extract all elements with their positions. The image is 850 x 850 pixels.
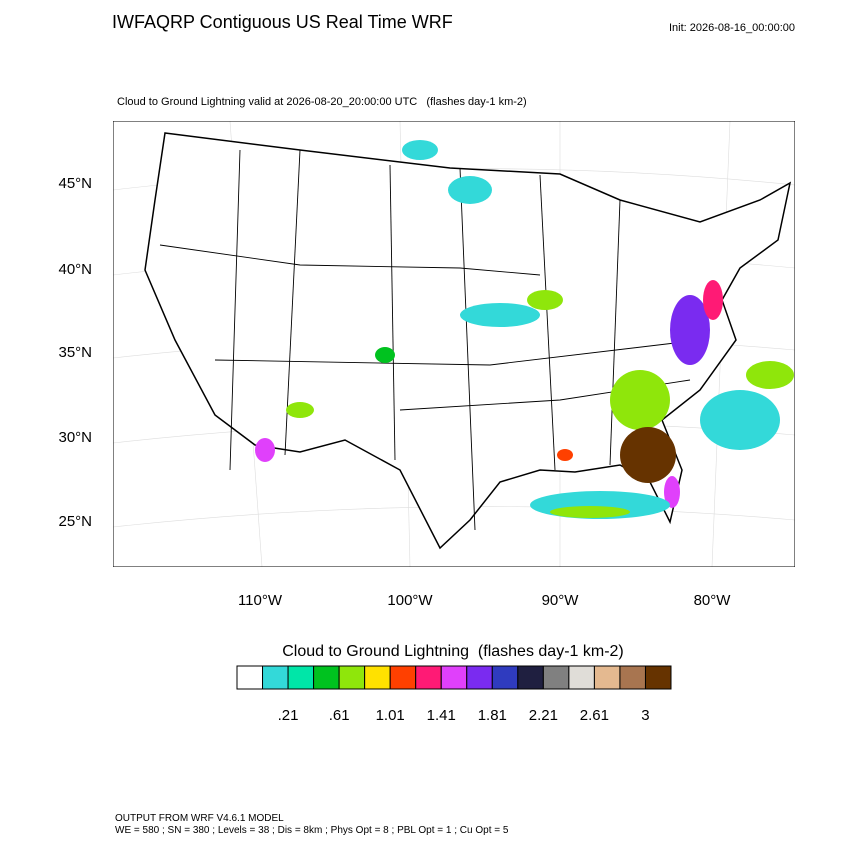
colorbar-label: .61: [329, 707, 350, 724]
colorbar-label: 1.81: [478, 707, 507, 724]
lon-label: 80°W: [694, 592, 732, 609]
colorbar-swatch: [619, 665, 646, 690]
colorbar-label: 1.41: [427, 707, 456, 724]
lon-label: 100°W: [387, 592, 433, 609]
colorbar-label: 1.01: [376, 707, 405, 724]
colorbar-label: 3: [641, 707, 649, 724]
colorbar-swatch: [287, 665, 315, 690]
map-area: [113, 121, 795, 567]
colorbar-swatch: [364, 665, 391, 690]
colorbar-label: .21: [278, 707, 299, 724]
colorbar-swatch: [415, 665, 442, 690]
colorbar-label: 2.21: [529, 707, 558, 724]
footer-line: WE = 580 ; SN = 380 ; Levels = 38 ; Dis …: [115, 825, 509, 836]
colorbar-swatch: [440, 665, 468, 690]
colorbar-swatch: [593, 665, 621, 690]
colorbar-swatch: [568, 665, 595, 690]
colorbar-swatch: [389, 665, 417, 690]
lon-label: 110°W: [238, 592, 283, 609]
lat-label: 35°N: [58, 344, 92, 361]
colorbar-swatch: [491, 665, 519, 690]
lat-label: 30°N: [58, 429, 92, 446]
colorbar-swatch: [262, 665, 289, 690]
colorbar-swatch: [338, 665, 366, 690]
colorbar-label: 2.61: [580, 707, 609, 724]
lat-label: 45°N: [58, 175, 92, 192]
footer-line: OUTPUT FROM WRF V4.6.1 MODEL: [115, 813, 284, 824]
map-subtitle: Cloud to Ground Lightning valid at 2026-…: [117, 96, 527, 108]
colorbar-swatch: [517, 665, 544, 690]
lat-label: 40°N: [58, 261, 92, 278]
colorbar-title: Cloud to Ground Lightning (flashes day-1…: [282, 643, 624, 660]
lon-label: 90°W: [542, 592, 580, 609]
colorbar-swatch: [236, 665, 264, 690]
colorbar-swatch: [644, 665, 672, 690]
lat-label: 25°N: [58, 513, 92, 530]
title: IWFAQRP Contiguous US Real Time WRF: [112, 12, 453, 32]
colorbar-swatch: [466, 665, 493, 690]
colorbar-swatch: [542, 665, 570, 690]
init-time: Init: 2026-08-16_00:00:00: [669, 22, 795, 34]
colorbar-swatch: [313, 665, 340, 690]
